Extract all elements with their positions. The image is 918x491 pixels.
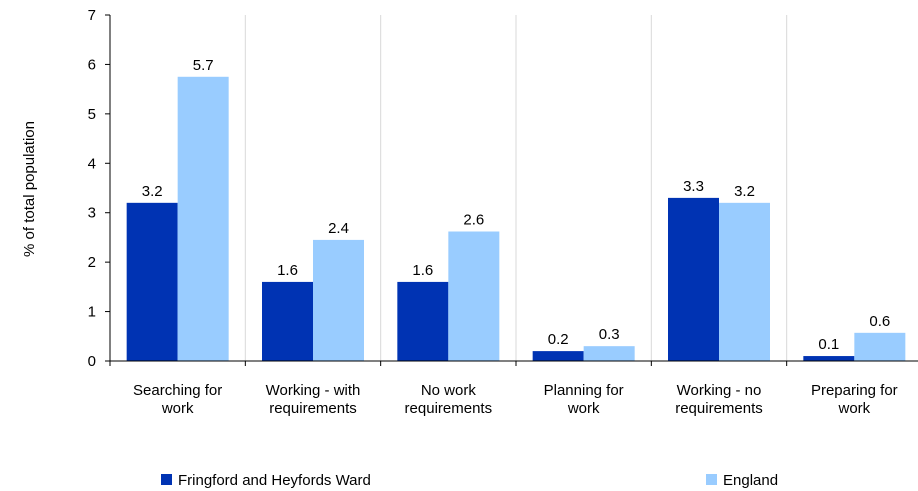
category-label: Working - with requirements: [266, 382, 361, 417]
bar-england: [719, 202, 770, 361]
data-label: 1.6: [412, 262, 433, 279]
category-label: No work requirements: [405, 382, 493, 417]
y-axis-title: % of total population: [21, 121, 38, 257]
bar-ward: [803, 356, 855, 361]
y-tick-label: 1: [88, 304, 96, 321]
data-label: 0.2: [548, 331, 569, 348]
y-tick-label: 5: [88, 106, 96, 123]
bar-england: [177, 76, 229, 362]
data-label: 0.1: [818, 336, 839, 353]
bar-england: [583, 346, 635, 361]
bar-ward: [532, 351, 584, 361]
data-label: 0.3: [599, 326, 620, 343]
category-label: Planning for work: [544, 382, 624, 417]
data-label: 3.2: [734, 183, 755, 200]
y-tick-label: 7: [88, 7, 96, 24]
y-tick-label: 3: [88, 205, 96, 222]
data-label: 5.7: [193, 57, 214, 74]
legend-swatch: [706, 474, 717, 485]
legend: Fringford and Heyfords Ward England: [161, 472, 778, 489]
grid-lines: [244, 15, 788, 361]
data-label: 2.6: [463, 211, 484, 228]
y-tick-label: 4: [88, 155, 96, 172]
data-label: 1.6: [277, 262, 298, 279]
data-label: 3.3: [683, 178, 704, 195]
y-tick-label: 0: [88, 353, 96, 370]
data-label: 3.2: [142, 183, 163, 200]
legend-label: Fringford and Heyfords Ward: [178, 472, 371, 489]
data-label: 2.4: [328, 220, 349, 237]
bar-england: [313, 239, 364, 361]
category-label: Working - no requirements: [675, 382, 763, 417]
legend-swatch: [161, 474, 172, 485]
data-labels: 3.2 1.6 1.6 0.2 3.3 0.1 5.7 2.4 2.6 0.3 3.2 0.6: [142, 57, 891, 353]
bar-england: [854, 332, 906, 361]
bar-ward: [668, 197, 719, 361]
category-label: Searching for work: [133, 382, 222, 417]
y-tick-label: 6: [88, 56, 96, 73]
category-label: Preparing for work: [811, 382, 898, 417]
bar-england: [448, 231, 500, 361]
y-tick-label: 2: [88, 254, 96, 271]
axes: 0 1 2 3 4 5 6 7 Searching for work Working - with r…: [88, 7, 918, 417]
legend-label: England: [723, 472, 778, 489]
bar-ward: [126, 202, 178, 361]
data-label: 0.6: [869, 313, 890, 330]
bar-ward: [397, 281, 449, 361]
bar-ward: [262, 281, 313, 361]
bars: [126, 76, 906, 362]
